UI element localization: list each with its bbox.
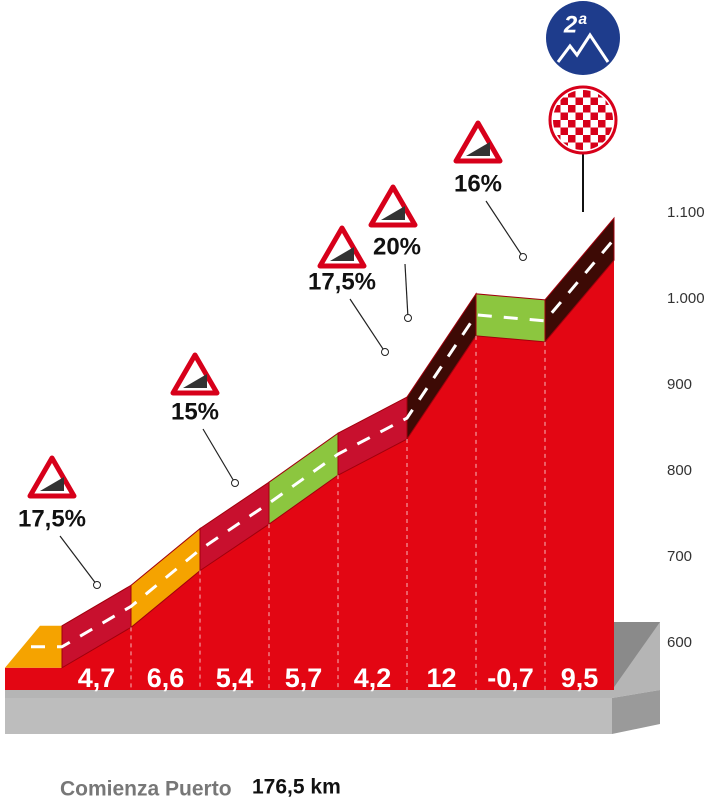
gradient-label: 12 <box>426 663 456 693</box>
y-tick-label: 1.000 <box>667 290 705 307</box>
checker-square <box>575 112 583 120</box>
warning-slope <box>381 206 405 220</box>
checker-square <box>575 97 583 105</box>
y-tick-label: 700 <box>667 548 692 565</box>
gradient-label: 4,7 <box>78 663 116 693</box>
leader-line <box>485 200 524 258</box>
checker-square <box>568 135 576 143</box>
base-front <box>5 622 660 698</box>
base-bottom <box>5 698 612 734</box>
gradient-label: 4,2 <box>354 663 392 693</box>
checker-square <box>553 120 561 128</box>
leader-dot <box>404 314 412 322</box>
start-label: Comienza Puerto <box>60 778 232 801</box>
leader-line <box>349 298 386 353</box>
max-gradient: 17,5% <box>308 268 376 295</box>
leader-dot <box>93 581 101 589</box>
start-km: 176,5 km <box>252 776 341 799</box>
checker-square <box>560 127 568 135</box>
max-gradient: 20% <box>373 233 421 260</box>
gradient-band <box>544 216 615 344</box>
checker-square <box>575 142 583 150</box>
checker-square <box>583 135 591 143</box>
checker-square <box>605 112 613 120</box>
gradient-label: 6,6 <box>147 663 185 693</box>
checker-square <box>583 120 591 128</box>
checker-square <box>598 120 606 128</box>
gradient-label: 5,4 <box>216 663 254 693</box>
checker-square <box>590 127 598 135</box>
gradient-label: -0,7 <box>487 663 534 693</box>
checker-square <box>575 127 583 135</box>
leader-line <box>202 428 236 484</box>
checkered-badge <box>548 85 618 155</box>
max-gradient: 15% <box>171 398 219 425</box>
leader-dot <box>381 348 389 356</box>
checker-square <box>568 120 576 128</box>
start-face <box>5 667 62 690</box>
centre-line <box>5 238 616 649</box>
gradient-label: 9,5 <box>561 663 599 693</box>
category-label: 2ª <box>563 11 587 38</box>
y-tick-label: 600 <box>667 634 692 651</box>
leader-dot <box>519 253 527 261</box>
max-gradient: 16% <box>454 170 502 197</box>
checker-square <box>560 97 568 105</box>
checker-square <box>605 127 613 135</box>
leader-dot <box>231 479 239 487</box>
warning-slope <box>183 374 207 388</box>
y-tick-label: 900 <box>667 376 692 393</box>
checker-square <box>560 112 568 120</box>
checker-square <box>583 90 591 98</box>
warning-slope <box>40 477 64 491</box>
checker-square <box>598 135 606 143</box>
warning-slope <box>330 247 354 261</box>
y-tick-label: 1.100 <box>667 204 705 221</box>
category-badge <box>546 1 620 75</box>
warning-slope <box>466 142 490 156</box>
checker-square <box>598 105 606 113</box>
checker-square <box>568 105 576 113</box>
checker-square <box>590 142 598 150</box>
mountain-icon <box>556 32 610 63</box>
checker-square <box>568 90 576 98</box>
max-gradient: 17,5% <box>18 505 86 532</box>
y-tick-label: 800 <box>667 462 692 479</box>
gradient-label: 5,7 <box>285 663 323 693</box>
checker-square <box>590 112 598 120</box>
leader-line <box>404 263 409 319</box>
checker-square <box>583 105 591 113</box>
base-side <box>612 690 660 734</box>
checker-square <box>590 97 598 105</box>
checker-square <box>553 105 561 113</box>
leader-line <box>59 535 98 586</box>
